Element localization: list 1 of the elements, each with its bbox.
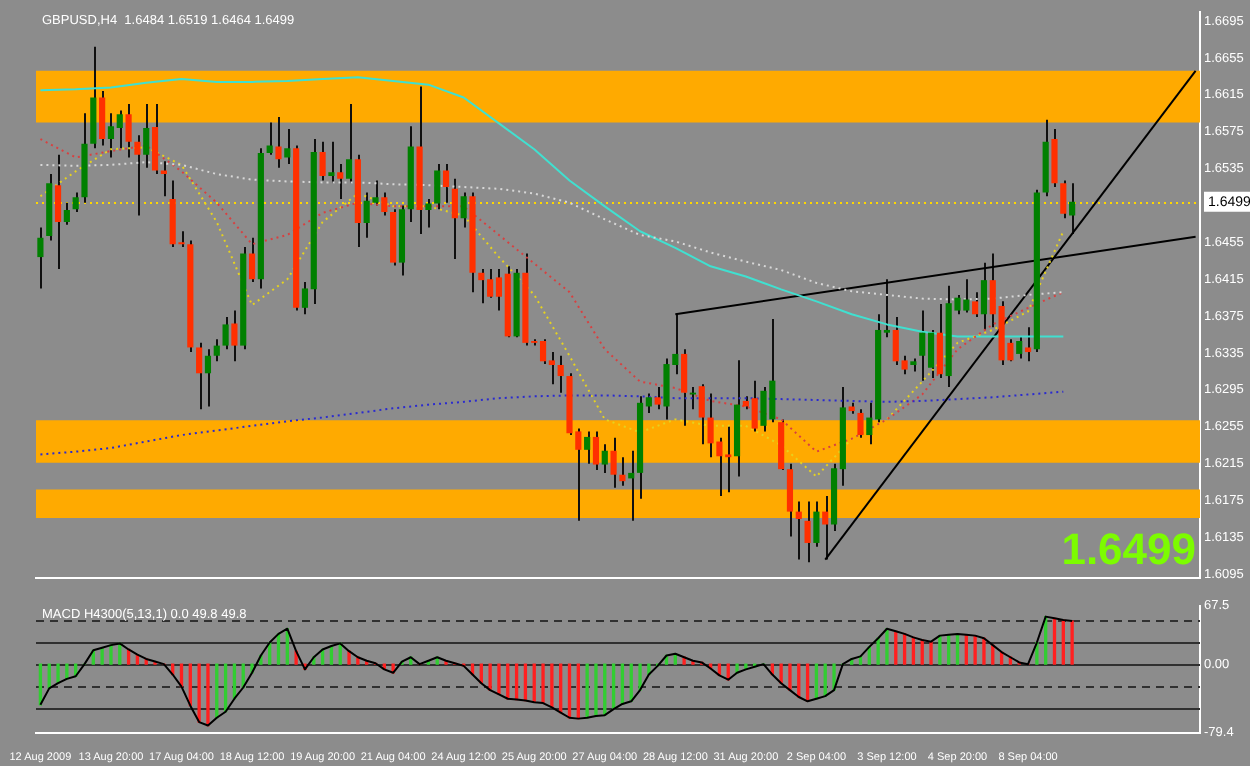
annotation: 1.6499	[1061, 524, 1196, 575]
